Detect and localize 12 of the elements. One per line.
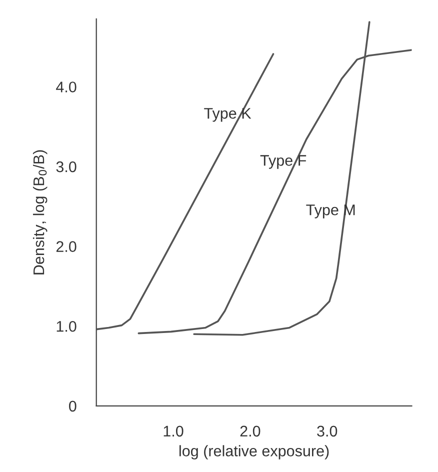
x-tick-label: 2.0 (240, 426, 260, 437)
x-tick-label: 1.0 (164, 426, 184, 437)
y-tick-label: 2.0 (56, 241, 76, 252)
y-axis-title: Density, log (B$_{0}$/B) (32, 150, 48, 274)
y-tick-label: 0 (69, 400, 76, 412)
annotation: Type K (204, 108, 252, 122)
y-tick-label: 1.0 (56, 320, 76, 332)
y-tick-label: 3.0 (56, 161, 76, 172)
x-tick-label: 3.0 (317, 426, 338, 437)
x-axis-title: log (relative exposure) (180, 445, 329, 460)
annotation: Type F (260, 155, 306, 169)
y-tick-label: 4.0 (56, 82, 76, 92)
